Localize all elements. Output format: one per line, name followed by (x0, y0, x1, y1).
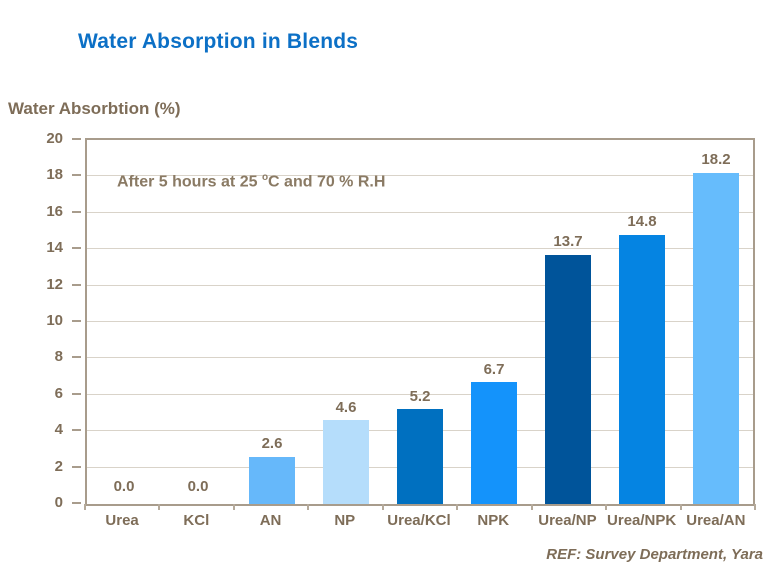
x-tick-mark (679, 504, 682, 510)
y-tick-mark (72, 429, 81, 432)
y-tick-mark (72, 392, 81, 395)
y-tick-label: 18 (46, 166, 63, 184)
bar (471, 382, 517, 504)
y-tick-mark (72, 320, 81, 322)
y-tick-mark (72, 356, 81, 359)
x-category-label: KCl (183, 512, 210, 529)
bar-series: 0.0 0.0 2.6 4.6 5.2 6.7 13.7 14.8 18.2 (87, 140, 753, 504)
x-tick-mark (307, 504, 310, 510)
y-tick-mark (72, 138, 81, 140)
gridline (87, 357, 753, 359)
annotation-text: After 5 hours at 25 oC and 70 % R.H (117, 172, 385, 191)
gridline (87, 284, 753, 286)
gridline (87, 321, 753, 322)
y-tick-label: 6 (54, 384, 63, 402)
x-tick-mark (530, 504, 533, 510)
x-axis-ticks (84, 504, 756, 511)
y-tick-mark (72, 210, 81, 213)
bar-value-label: 4.6 (335, 398, 357, 416)
bar (249, 456, 295, 504)
y-tick-label: 8 (54, 348, 63, 366)
bar-group-urea-an: 18.2 (679, 140, 753, 504)
x-axis-labels: Urea KCl AN NP Urea/KCl NPK Urea/NP Urea/NPK Ure… (85, 512, 753, 529)
bar-value-label: 0.0 (187, 477, 209, 495)
y-tick-mark (72, 247, 81, 250)
x-category-label: AN (259, 512, 282, 529)
y-tick-mark (72, 174, 81, 177)
y-tick-label: 20 (46, 130, 63, 147)
x-tick-mark (84, 504, 86, 510)
x-tick-mark (158, 504, 161, 510)
bar-value-label: 2.6 (261, 435, 283, 453)
gridline (87, 248, 753, 250)
y-tick-mark (72, 502, 81, 504)
bar-group-an: 2.6 (235, 140, 309, 504)
gridline (87, 393, 753, 395)
y-tick-label: 2 (54, 457, 63, 475)
bar-value-label: 18.2 (701, 151, 731, 169)
bar (545, 254, 591, 504)
bar-group-urea-kcl: 5.2 (383, 140, 457, 504)
y-tick-label: 12 (46, 275, 63, 293)
x-category-label: Urea (105, 512, 139, 529)
y-axis: 0 2 4 6 8 10 12 14 16 18 20 (0, 131, 83, 510)
bar (619, 234, 665, 504)
x-tick-mark (605, 504, 608, 510)
y-tick-mark (72, 465, 81, 468)
annotation-prefix: After 5 hours at 25 (117, 173, 262, 191)
y-tick-label: 4 (54, 421, 63, 439)
x-category-label: NPK (477, 512, 510, 529)
bar-group-urea-npk: 14.8 (605, 140, 679, 504)
reference-footer: REF: Survey Department, Yara (546, 546, 763, 563)
y-tick-label: 16 (46, 202, 63, 220)
x-tick-mark (754, 504, 756, 510)
bar-group-urea-np: 13.7 (531, 140, 605, 504)
bar-value-label: 6.7 (483, 360, 505, 378)
x-tick-mark (381, 504, 384, 510)
gridline (87, 175, 753, 177)
bar (323, 420, 369, 504)
bar-value-label: 13.7 (553, 233, 583, 251)
bar-value-label: 0.0 (113, 477, 135, 495)
bar-value-label: 5.2 (409, 387, 431, 405)
x-category-label: NP (334, 512, 356, 529)
y-tick-label: 10 (46, 312, 63, 329)
gridline (87, 211, 753, 213)
x-category-label: Urea/KCl (387, 512, 451, 529)
bar (693, 172, 739, 504)
plot-area: After 5 hours at 25 oC and 70 % R.H 0.0 0… (85, 138, 755, 506)
x-category-label: Urea/AN (686, 512, 746, 529)
y-axis-title: Water Absorbtion (%) (8, 99, 181, 118)
bar-group-npk: 6.7 (457, 140, 531, 504)
x-tick-mark (232, 504, 235, 510)
annotation-degree-symbol: o (261, 172, 269, 183)
bar-value-label: 14.8 (627, 213, 657, 231)
bar-group-np: 4.6 (309, 140, 383, 504)
chart-title: Water Absorption in Blends (78, 30, 359, 53)
x-category-label: Urea/NPK (607, 512, 677, 529)
bar-group-urea: 0.0 (87, 140, 161, 504)
annotation-suffix: C and 70 % R.H (268, 173, 386, 191)
y-tick-label: 0 (54, 494, 63, 511)
y-tick-mark (72, 283, 81, 286)
x-tick-mark (456, 504, 459, 510)
bar (397, 409, 443, 504)
x-category-label: Urea/NP (538, 512, 597, 529)
bar-group-kcl: 0.0 (161, 140, 235, 504)
y-tick-label: 14 (46, 239, 63, 257)
